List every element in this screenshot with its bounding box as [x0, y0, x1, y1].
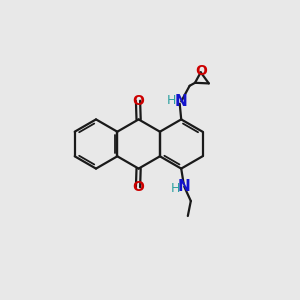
Text: O: O [195, 64, 207, 78]
Text: N: N [175, 94, 188, 109]
Text: H: H [167, 94, 176, 107]
Text: O: O [132, 180, 144, 194]
Text: O: O [132, 94, 144, 108]
Text: H: H [170, 182, 180, 195]
Text: N: N [178, 179, 190, 194]
